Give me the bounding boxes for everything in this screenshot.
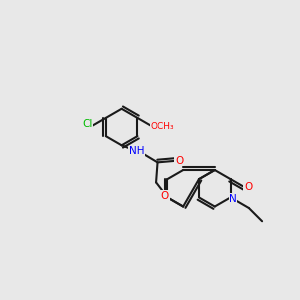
Text: O: O [244,182,252,192]
Text: N: N [229,194,237,204]
Text: Cl: Cl [82,118,93,129]
Text: O: O [161,190,169,201]
Text: O: O [175,156,183,166]
Text: OCH₃: OCH₃ [151,122,175,130]
Text: NH: NH [129,146,144,156]
